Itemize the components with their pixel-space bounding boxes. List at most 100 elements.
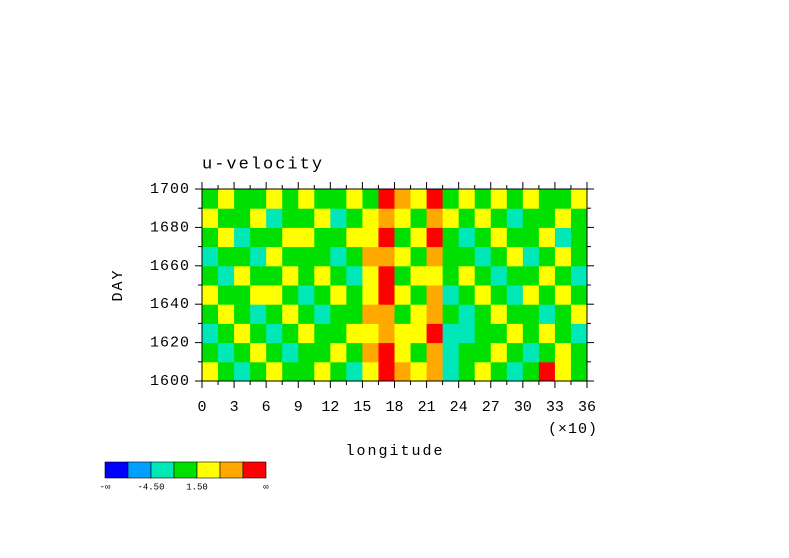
- heat-cell: [282, 304, 299, 324]
- heat-cell: [378, 208, 395, 228]
- y-tick-label: 1660: [150, 258, 190, 275]
- x-tick-label: 12: [321, 399, 339, 416]
- heat-cell: [202, 189, 219, 209]
- heat-cell: [282, 342, 299, 363]
- heat-cell: [490, 189, 508, 209]
- heat-cell: [538, 189, 556, 209]
- heat-cell: [234, 189, 251, 209]
- heat-cell: [394, 208, 412, 228]
- heat-cell: [314, 265, 331, 286]
- heat-cell: [218, 323, 235, 344]
- heat-cell: [426, 265, 444, 286]
- heat-cell: [490, 323, 508, 344]
- heat-cell: [298, 342, 315, 363]
- heat-cell: [426, 208, 444, 228]
- heat-cell: [474, 342, 492, 363]
- heat-cell: [554, 265, 572, 286]
- colorbar-box: [150, 461, 175, 479]
- heat-cell: [490, 361, 508, 382]
- heat-cell: [202, 246, 219, 267]
- heat-cell: [506, 246, 524, 267]
- heat-cell: [410, 361, 428, 382]
- heat-cell: [522, 246, 540, 267]
- heat-cell: [458, 361, 476, 382]
- heat-cell: [378, 304, 395, 324]
- y-tick-label: 1700: [150, 181, 190, 198]
- heat-cell: [234, 285, 251, 305]
- heat-cell: [298, 227, 315, 248]
- heat-cell: [298, 246, 315, 267]
- heat-cell: [570, 304, 588, 324]
- heat-cell: [426, 323, 444, 344]
- heat-cell: [218, 342, 235, 363]
- heat-cell: [410, 285, 428, 305]
- heat-cell: [330, 246, 347, 267]
- heat-cell: [474, 361, 492, 382]
- heat-cell: [506, 323, 524, 344]
- heat-cell: [458, 342, 476, 363]
- heat-cell: [506, 285, 524, 305]
- x-tick-label: 18: [385, 399, 403, 416]
- heat-cell: [474, 304, 492, 324]
- heat-cell: [442, 304, 460, 324]
- heat-cell: [250, 208, 267, 228]
- heat-cell: [218, 189, 235, 209]
- heat-cell: [346, 208, 363, 228]
- heat-cell: [234, 323, 251, 344]
- colorbar-box: [242, 461, 267, 479]
- heat-cell: [282, 323, 299, 344]
- heat-cell: [458, 323, 476, 344]
- heat-cell: [218, 265, 235, 286]
- heat-cell: [442, 361, 460, 382]
- heat-cell: [426, 189, 444, 209]
- heat-cell: [538, 285, 556, 305]
- heat-cell: [458, 189, 476, 209]
- heat-cell: [362, 189, 379, 209]
- heat-cell: [570, 189, 588, 209]
- heat-cell: [458, 265, 476, 286]
- heat-cell: [250, 304, 267, 324]
- heat-cell: [410, 265, 428, 286]
- heat-cell: [538, 265, 556, 286]
- heat-cell: [202, 208, 219, 228]
- heat-cell: [506, 208, 524, 228]
- heat-cell: [538, 342, 556, 363]
- heat-cell: [298, 189, 315, 209]
- heat-cell: [538, 246, 556, 267]
- heat-cell: [346, 304, 363, 324]
- heat-cell: [266, 323, 283, 344]
- heat-cell: [218, 361, 235, 382]
- heat-cell: [202, 304, 219, 324]
- heat-cell: [458, 227, 476, 248]
- heat-cell: [330, 265, 347, 286]
- heat-cell: [330, 285, 347, 305]
- heat-cell: [282, 246, 299, 267]
- heat-cell: [394, 189, 412, 209]
- heat-cell: [378, 323, 395, 344]
- x-tick-label: 0: [197, 399, 206, 416]
- heat-cell: [282, 265, 299, 286]
- heat-cell: [570, 285, 588, 305]
- heat-cell: [202, 265, 219, 286]
- heat-cell: [490, 227, 508, 248]
- heat-cell: [330, 304, 347, 324]
- heat-cell: [266, 189, 283, 209]
- heat-cell: [378, 265, 395, 286]
- colorbar-label: -4.50: [137, 482, 164, 492]
- heat-cell: [266, 227, 283, 248]
- heat-cell: [250, 323, 267, 344]
- heat-cell: [410, 246, 428, 267]
- x-tick-label: 33: [546, 399, 564, 416]
- heat-cell: [554, 304, 572, 324]
- heat-cell: [394, 227, 412, 248]
- heat-cell: [378, 189, 395, 209]
- heat-cell: [202, 285, 219, 305]
- heat-cell: [218, 227, 235, 248]
- heat-cell: [522, 227, 540, 248]
- heat-cell: [234, 246, 251, 267]
- heat-cell: [266, 342, 283, 363]
- heat-cell: [314, 208, 331, 228]
- heat-cell: [570, 342, 588, 363]
- heat-cell: [330, 189, 347, 209]
